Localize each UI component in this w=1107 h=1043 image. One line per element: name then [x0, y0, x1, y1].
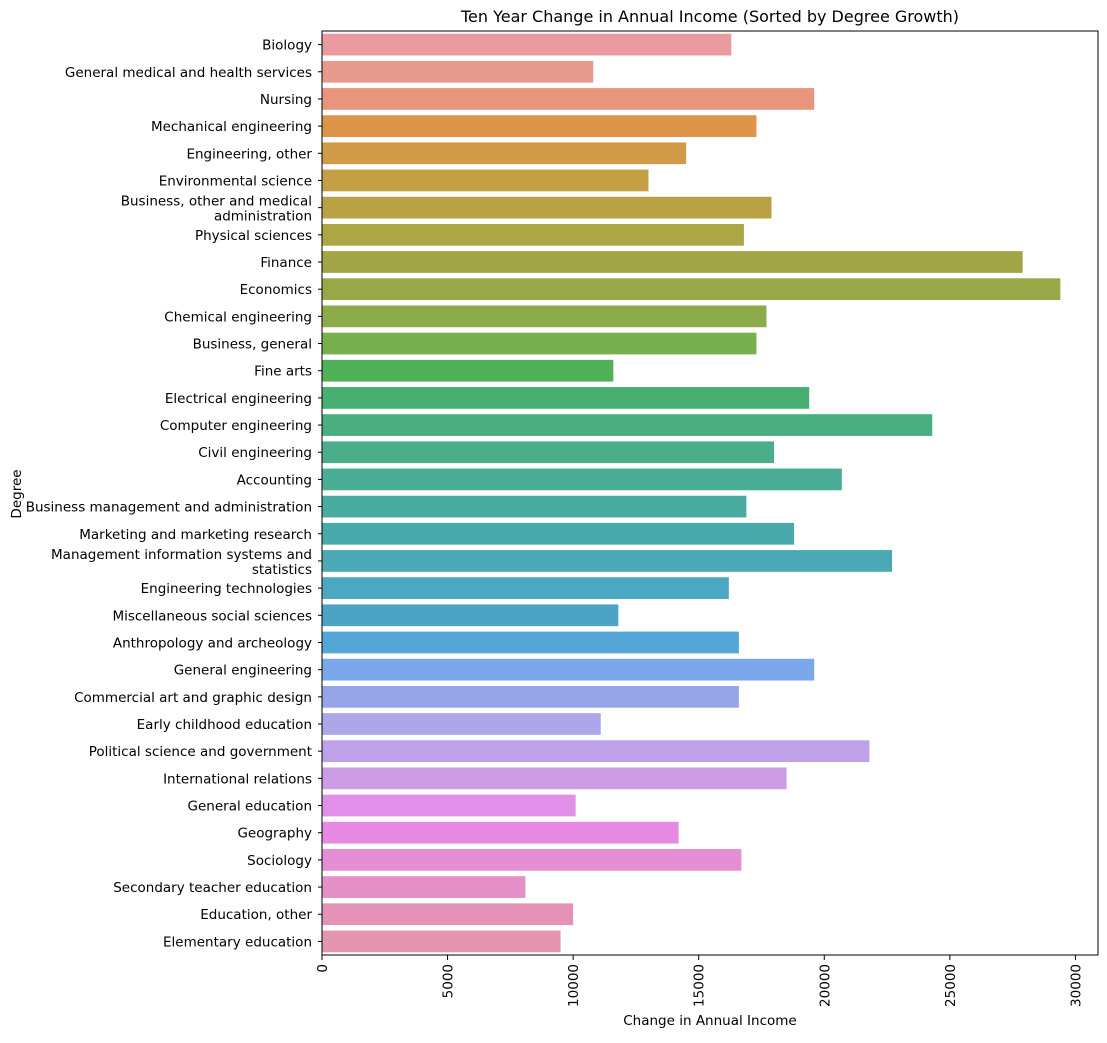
category-label: Computer engineering [160, 418, 312, 434]
category-label: Miscellaneous social sciences [112, 608, 312, 624]
bars-group [322, 33, 1061, 953]
x-tick-label: 10000 [566, 964, 582, 1007]
bar [322, 767, 787, 790]
x-tick-label: 5000 [441, 964, 457, 998]
bar [322, 359, 614, 382]
bar [322, 142, 687, 165]
bar [322, 223, 744, 246]
category-label: General education [188, 799, 312, 815]
category-label: Finance [260, 255, 312, 271]
category-label: Political science and government [89, 744, 312, 760]
category-label: Nursing [260, 92, 312, 108]
bar [322, 332, 757, 355]
bar [322, 468, 842, 491]
bar [322, 876, 526, 898]
x-tick-label: 20000 [817, 964, 833, 1007]
x-axis-title: Change in Annual Income [623, 1013, 796, 1029]
bar [322, 495, 747, 518]
bar [322, 658, 815, 681]
category-label: Business, other and medical [121, 194, 312, 210]
bar [322, 387, 810, 409]
bar [322, 305, 767, 328]
bar [322, 169, 649, 192]
category-label: Secondary teacher education [113, 880, 312, 896]
category-label: Physical sciences [195, 228, 312, 244]
y-axis-title: Degree [9, 469, 25, 518]
bar [322, 821, 679, 844]
x-tick-label: 15000 [692, 964, 708, 1007]
bar [322, 930, 561, 953]
category-label: International relations [163, 771, 312, 787]
bar [322, 713, 601, 735]
bar [322, 88, 815, 110]
category-label: Early childhood education [137, 717, 312, 733]
x-tick-label: 25000 [943, 964, 959, 1007]
category-label: Mechanical engineering [151, 119, 312, 135]
bar [322, 550, 893, 572]
category-label: Business, general [193, 337, 312, 353]
bar [322, 414, 933, 436]
category-label: Business management and administration [26, 500, 312, 516]
category-label: General engineering [174, 663, 312, 679]
category-label: General medical and health services [65, 65, 312, 81]
category-label: Sociology [247, 853, 312, 869]
category-label: Management information systems and [51, 547, 312, 563]
category-label: Chemical engineering [164, 309, 312, 325]
bar [322, 577, 729, 599]
category-label: Economics [240, 282, 312, 298]
bar [322, 33, 732, 56]
bar [322, 278, 1061, 301]
bar [322, 115, 757, 137]
category-label: Anthropology and archeology [113, 635, 312, 651]
bar [322, 196, 772, 219]
x-tick-label: 0 [315, 964, 331, 973]
bar [322, 794, 576, 817]
category-label: Electrical engineering [165, 391, 312, 407]
category-label: Education, other [200, 907, 312, 923]
category-label: Fine arts [254, 364, 312, 380]
bar [322, 251, 1023, 273]
bar [322, 522, 795, 545]
category-label: Geography [237, 826, 312, 842]
category-labels: Biology General medical and health servic… [26, 38, 322, 950]
bar [322, 685, 739, 708]
category-label: Engineering, other [186, 146, 312, 162]
category-label: Commercial art and graphic design [74, 690, 312, 706]
bar [322, 604, 619, 627]
category-label: Marketing and marketing research [79, 527, 312, 543]
category-label: Engineering technologies [141, 581, 312, 597]
x-axis-ticks: 0 5000 10000 15000 20000 25000 30000 [315, 955, 1084, 1007]
category-label: Accounting [237, 472, 312, 488]
category-label: Civil engineering [198, 445, 312, 461]
bar [322, 849, 742, 871]
bar [322, 631, 739, 654]
category-label: statistics [252, 562, 312, 578]
x-tick-label: 30000 [1068, 964, 1084, 1007]
category-label: Environmental science [159, 173, 312, 189]
category-label: Elementary education [163, 934, 312, 950]
chart-title: Ten Year Change in Annual Income (Sorted… [460, 7, 959, 26]
bar [322, 441, 775, 464]
plot-frame [321, 30, 1099, 956]
bar [322, 903, 574, 926]
category-label: administration [214, 209, 312, 225]
category-label: Biology [262, 38, 312, 54]
bar [322, 60, 594, 83]
bar [322, 740, 870, 763]
